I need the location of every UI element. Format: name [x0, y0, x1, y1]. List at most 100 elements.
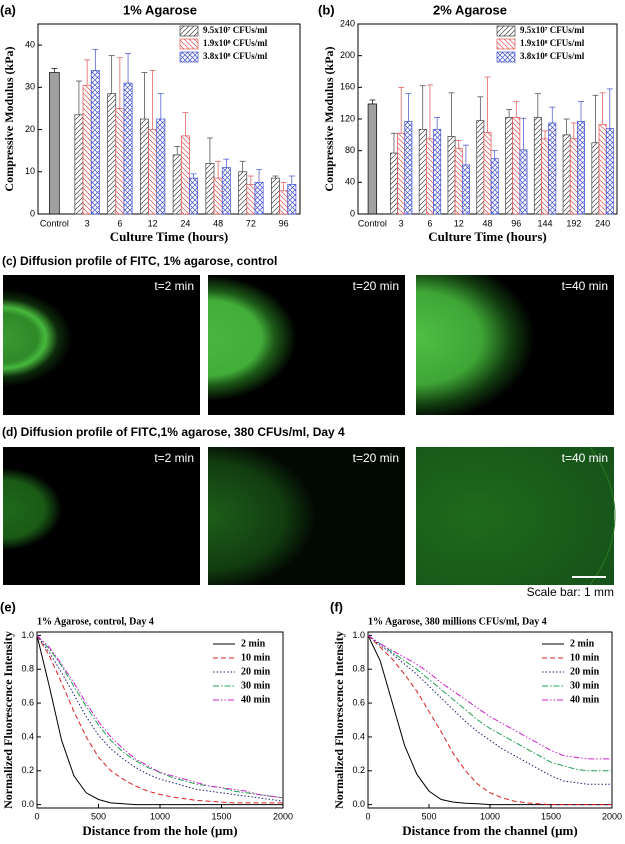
scale-bar-label: Scale bar: 1 mm	[527, 585, 614, 599]
bar	[279, 190, 289, 215]
x-tick-label: 0	[34, 811, 39, 821]
y-tick-label: 80	[345, 145, 355, 155]
x-tick-label: 3	[85, 218, 90, 228]
control-bar	[367, 103, 378, 215]
micrograph	[3, 447, 200, 585]
legend-swatch	[179, 51, 199, 63]
bar	[221, 167, 231, 215]
y-tick-label: 0.4	[21, 731, 34, 741]
micrograph	[208, 447, 405, 585]
legend-label: 30 min	[241, 680, 271, 691]
legend-label: 9.5x10⁷ CFUs/ml	[203, 25, 268, 35]
y-tick-label: 200	[340, 50, 355, 60]
bar	[213, 177, 223, 215]
micrograph	[416, 447, 614, 585]
bar	[390, 152, 398, 215]
bar	[591, 142, 600, 215]
y-tick-label: 20	[25, 124, 35, 134]
line	[367, 635, 612, 785]
bar	[107, 93, 117, 215]
legend-label: 10 min	[570, 652, 600, 663]
y-tick-label: 40	[345, 177, 355, 187]
y-tick-label: 0.6	[21, 697, 34, 707]
line	[36, 635, 283, 804]
x-tick-label: Control	[358, 218, 387, 228]
line	[367, 634, 612, 760]
legend-label: 20 min	[241, 666, 271, 677]
bar	[476, 120, 485, 215]
control-bar	[49, 72, 60, 215]
legend-label: 30 min	[570, 680, 600, 691]
time-label: t=40 min	[562, 451, 608, 465]
bar	[74, 114, 84, 215]
x-tick-label: 96	[279, 218, 289, 228]
bar	[598, 124, 607, 215]
bar	[82, 84, 92, 215]
x-tick-label: 96	[511, 218, 521, 228]
line	[36, 635, 284, 802]
bar	[180, 135, 190, 215]
x-tick-label: 240	[595, 218, 610, 228]
bar	[418, 128, 427, 215]
bar	[519, 149, 528, 215]
legend-label: 2 min	[241, 638, 266, 649]
y-tick-label: 0.8	[21, 664, 34, 674]
bar	[172, 154, 182, 215]
y-tick-label: 0	[350, 208, 355, 218]
legend-label: 10 min	[241, 652, 271, 663]
y-tick-label: 40	[25, 39, 35, 49]
time-label: t=2 min	[154, 279, 194, 293]
x-tick-label: 12	[148, 218, 158, 228]
bar	[483, 132, 492, 215]
x-tick-label: 0	[365, 811, 370, 821]
x-tick-label: 24	[180, 218, 190, 228]
legend-label: 3.8x10⁸ CFUs/ml	[203, 51, 268, 61]
line	[367, 635, 612, 806]
hole-edge	[589, 446, 616, 586]
x-tick-label: 500	[421, 811, 436, 821]
panel-label: (b)	[318, 2, 335, 17]
line	[36, 635, 284, 799]
x-tick-label: 12	[454, 218, 464, 228]
bar	[397, 132, 406, 215]
bar	[533, 117, 542, 215]
bar	[512, 117, 521, 215]
y-axis-title: Normalized Fluorescence Intensity	[1, 631, 15, 809]
panel-caption: (c) Diffusion profile of FITC, 1% agaros…	[2, 254, 277, 268]
y-tick-label: 240	[340, 18, 355, 28]
y-axis-title: Compressive Modulus (kPa)	[2, 46, 16, 191]
y-tick-label: 1.0	[352, 630, 365, 640]
bar	[123, 82, 133, 215]
bar	[433, 128, 442, 215]
x-tick-label: 1000	[150, 811, 170, 821]
panel-label: (f)	[330, 599, 343, 614]
bar	[205, 162, 215, 215]
chart-title: 1% Agarose	[123, 2, 197, 17]
y-tick-label: 0.0	[352, 799, 365, 809]
x-tick-label: 2000	[602, 811, 622, 821]
bar	[577, 121, 585, 215]
legend-label: 9.5x10⁷ CFUs/ml	[520, 25, 585, 35]
y-tick-label: 0	[30, 208, 35, 218]
line	[36, 635, 283, 806]
x-tick-label: 6	[427, 218, 432, 228]
x-axis-title: Culture Time (hours)	[110, 229, 228, 244]
time-label: t=20 min	[353, 451, 399, 465]
y-tick-label: 0.4	[352, 731, 365, 741]
y-tick-label: 30	[25, 82, 35, 92]
y-tick-label: 0.2	[352, 765, 365, 775]
y-tick-label: 160	[340, 82, 355, 92]
bar	[569, 138, 578, 215]
y-tick-label: 0.2	[21, 765, 34, 775]
x-axis-title: Culture Time (hours)	[428, 229, 546, 244]
x-tick-label: 500	[91, 811, 106, 821]
legend-label: 1.9x10⁸ CFUs/ml	[203, 38, 268, 48]
bar	[287, 184, 297, 215]
legend-swatch	[496, 25, 516, 37]
bar	[461, 164, 470, 215]
x-axis-title: Distance from the hole (μm)	[82, 823, 237, 838]
chart-title: 1% Agarose, 380 millions CFUs/ml, Day 4	[368, 616, 547, 627]
micrograph	[208, 275, 405, 415]
time-label: t=40 min	[562, 279, 608, 293]
